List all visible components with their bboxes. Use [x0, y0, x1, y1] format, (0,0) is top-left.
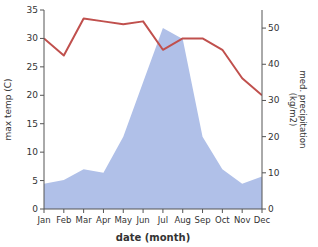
- y2-tick: [262, 28, 266, 29]
- y2-tick-label: 30: [268, 95, 280, 105]
- x-tick-label: Sep: [195, 215, 211, 225]
- x-tick: [83, 209, 84, 213]
- y-tick-label: 20: [27, 90, 39, 100]
- x-tick: [44, 209, 45, 213]
- plot-area: [44, 19, 262, 209]
- y-tick: [40, 66, 44, 67]
- x-axis-label: date (month): [116, 232, 190, 243]
- y-tick: [40, 38, 44, 39]
- y2-axis-label-line: (kg/m2): [288, 93, 298, 127]
- x-tick-label: Jul: [157, 215, 168, 225]
- x-tick-label: Aug: [174, 215, 191, 225]
- y2-axis-line: [262, 10, 263, 209]
- x-tick: [143, 209, 144, 213]
- y-axis-line: [44, 10, 45, 209]
- y-tick: [40, 95, 44, 96]
- y2-tick: [262, 209, 266, 210]
- y2-tick-label: 40: [268, 59, 280, 69]
- y-tick: [40, 180, 44, 181]
- x-tick: [202, 209, 203, 213]
- x-tick-label: Feb: [56, 215, 71, 225]
- y2-tick: [262, 64, 266, 65]
- x-tick-label: Oct: [215, 215, 230, 225]
- y2-tick: [262, 172, 266, 173]
- y-tick: [40, 152, 44, 153]
- chart: 0 5 10 15 20 25 30 35 0 10 20 30 40 50 Jan Feb MarAprMay…: [0, 0, 318, 247]
- x-tick: [182, 209, 183, 213]
- x-tick-label: May: [114, 215, 132, 225]
- y2-tick: [262, 136, 266, 137]
- y-tick-label: 5: [32, 176, 38, 186]
- x-axis-line: [44, 209, 262, 210]
- x-tick-label: Nov: [234, 215, 251, 225]
- x-tick: [162, 209, 163, 213]
- y-tick-label: 0: [32, 204, 38, 214]
- x-tick: [63, 209, 64, 213]
- precipitation-area: [44, 28, 262, 209]
- temperature-line: [44, 19, 262, 96]
- y2-tick-label: 20: [268, 132, 280, 142]
- x-tick-label: Mar: [76, 215, 93, 225]
- x-tick: [262, 209, 263, 213]
- y-tick: [40, 209, 44, 210]
- y2-axis-label-line: med. precipitation: [298, 71, 308, 149]
- y-tick-label: 10: [27, 147, 39, 157]
- x-tick-label: Apr: [96, 215, 111, 225]
- y-tick-label: 30: [27, 33, 39, 43]
- x-tick: [103, 209, 104, 213]
- x-tick: [123, 209, 124, 213]
- y2-tick: [262, 100, 266, 101]
- y-tick: [40, 10, 44, 11]
- y-tick-label: 35: [27, 5, 38, 15]
- x-tick-label: Dec: [254, 215, 271, 225]
- y-tick: [40, 123, 44, 124]
- x-tick-label: Jan: [36, 215, 50, 225]
- y-tick-label: 25: [27, 62, 38, 72]
- x-tick: [242, 209, 243, 213]
- y-axis-label: max temp (C): [3, 78, 13, 140]
- y2-axis-label: med. precipitation(kg/m2): [288, 71, 308, 149]
- y2-tick-label: 0: [268, 204, 274, 214]
- x-tick: [222, 209, 223, 213]
- x-tick-label: Jun: [135, 215, 149, 225]
- y2-tick-label: 10: [268, 168, 280, 178]
- y2-tick-label: 50: [268, 23, 280, 33]
- y-tick-label: 15: [27, 119, 38, 129]
